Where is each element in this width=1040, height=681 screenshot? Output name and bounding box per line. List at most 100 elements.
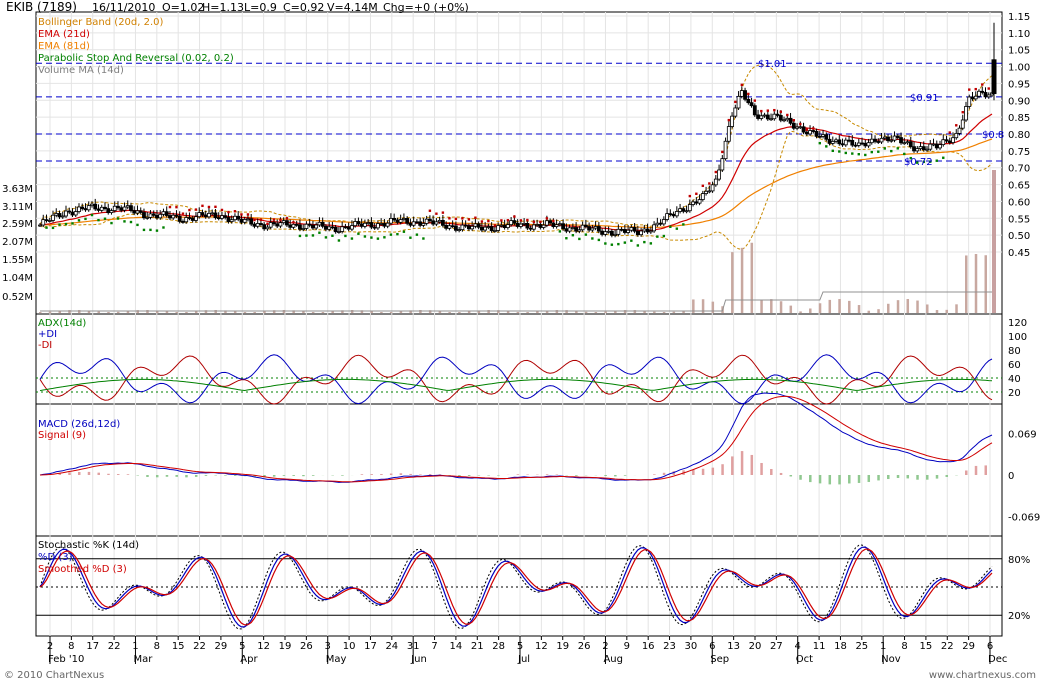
price-tick-label: 0.70 <box>1008 164 1030 175</box>
x-month-label: Jun <box>410 654 427 665</box>
volume-bar <box>321 312 325 313</box>
adx-tick-label: 20 <box>1008 388 1021 399</box>
candle-body <box>148 213 153 218</box>
macd-histogram-bar <box>974 465 978 475</box>
candle-body <box>642 228 647 232</box>
macd-histogram-bar <box>107 473 110 475</box>
x-day-label: 15 <box>172 641 185 652</box>
candle-body <box>954 132 959 139</box>
candle-body <box>483 226 488 231</box>
candle-body <box>509 220 514 226</box>
header-symbol: EKIB (7189) <box>6 0 77 14</box>
volume-bar <box>380 312 383 313</box>
candle-body <box>762 114 767 117</box>
candle-body <box>80 206 85 209</box>
candle-body <box>538 224 543 228</box>
candle-body <box>691 201 695 205</box>
stochastic-legend-entry: Stochastic %K (14d) <box>38 540 139 551</box>
macd-histogram-bar <box>126 474 130 475</box>
candle-body <box>190 217 195 221</box>
legend-entry: Parabolic Stop And Reversal (0.02, 0.2) <box>38 53 234 64</box>
candle-body <box>772 113 777 120</box>
volume-bar <box>477 310 481 313</box>
sar-dot <box>84 217 87 221</box>
sar-dot <box>526 218 529 222</box>
x-month-label: Oct <box>796 654 813 665</box>
volume-bar <box>487 310 490 313</box>
candle-body <box>382 223 387 227</box>
candle-body <box>129 205 133 211</box>
macd-histogram-bar <box>380 474 383 475</box>
candle-body <box>184 217 189 223</box>
candle-body <box>70 211 75 216</box>
candle-body <box>301 228 306 230</box>
sar-dot <box>214 205 217 209</box>
sar-dot <box>324 236 328 239</box>
candle-body <box>444 224 449 229</box>
candle-body <box>873 138 877 142</box>
sar-dot <box>344 234 347 238</box>
candle-body <box>580 224 585 231</box>
macd-histogram-bar <box>750 454 754 475</box>
sar-dot <box>669 225 672 229</box>
macd-histogram-bar <box>302 475 305 477</box>
candle-body <box>499 224 504 227</box>
candle-body <box>38 224 42 227</box>
candle-body <box>671 213 676 217</box>
candle-body <box>317 221 322 226</box>
candle-body <box>964 106 968 121</box>
sar-dot <box>45 226 48 229</box>
volume-bar <box>653 311 656 313</box>
price-tick-label: 0.80 <box>1008 130 1030 141</box>
candle-body <box>632 227 637 232</box>
plus-di-line <box>39 354 993 405</box>
volume-bar <box>370 311 373 313</box>
volume-bar <box>575 310 578 313</box>
macd-histogram-bar <box>857 475 861 483</box>
volume-bar <box>887 303 890 313</box>
stochastic-d-line <box>39 546 993 628</box>
candle-body <box>697 199 702 204</box>
candle-body <box>736 95 741 109</box>
volume-bar <box>877 309 880 313</box>
volume-bar <box>926 304 929 313</box>
price-tick-label: 0.60 <box>1008 197 1030 208</box>
candle-body <box>505 224 510 229</box>
volume-bar <box>497 310 500 313</box>
candle-body <box>187 217 192 219</box>
candle-body <box>411 221 416 226</box>
candle-body <box>577 229 582 232</box>
price-tick-label: 0.50 <box>1008 231 1030 242</box>
candle-body <box>395 219 400 223</box>
sar-dot <box>825 145 828 148</box>
bollinger-lower-line <box>39 130 993 251</box>
candle-body <box>765 114 770 120</box>
volume-bar <box>77 310 81 313</box>
candle-body <box>116 205 120 209</box>
volume-bar <box>224 310 227 313</box>
sar-dot <box>688 194 692 198</box>
volume-bar <box>126 310 130 313</box>
macd-histogram-bar <box>341 475 344 476</box>
volume-bar <box>545 310 549 313</box>
macd-histogram-bar <box>194 475 198 477</box>
volume-bar <box>779 301 783 313</box>
candle-body <box>834 139 838 142</box>
sar-dot <box>389 233 393 236</box>
volume-bar <box>233 311 237 313</box>
sar-dot <box>461 217 464 220</box>
macd-histogram-bar <box>428 474 432 475</box>
macd-histogram-bar <box>701 468 705 475</box>
x-day-label: 29 <box>962 641 975 652</box>
volume-bar <box>867 310 871 313</box>
candle-body <box>837 139 842 145</box>
header-change: Chg=+0 (+0%) <box>383 1 469 14</box>
sar-dot <box>773 108 776 112</box>
x-day-label: 23 <box>663 641 676 652</box>
candle-body <box>567 227 572 232</box>
sar-dot <box>370 236 373 239</box>
macd-histogram-bar <box>896 475 900 478</box>
x-day-label: 22 <box>193 641 206 652</box>
volume-bar <box>516 311 520 313</box>
